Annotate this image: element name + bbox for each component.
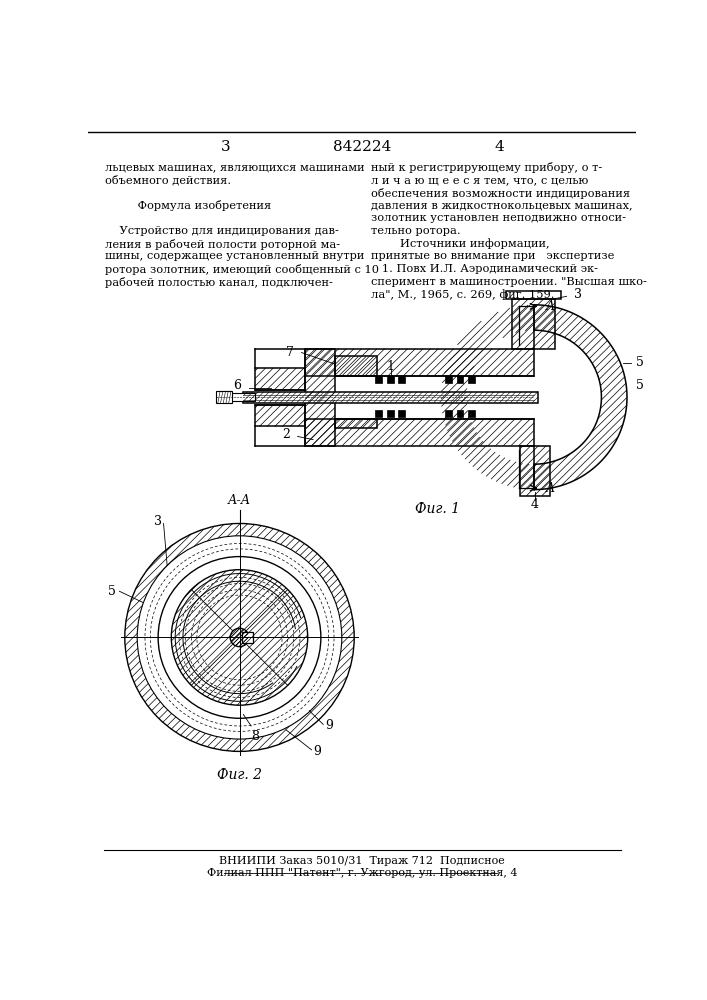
- Text: ротора золотник, имеющий сообщенный с 10: ротора золотник, имеющий сообщенный с 10: [105, 264, 380, 275]
- Text: A: A: [546, 482, 554, 495]
- Text: 4: 4: [531, 498, 539, 512]
- Text: Устройство для индицирования дав-: Устройство для индицирования дав-: [105, 226, 339, 236]
- Text: 3: 3: [221, 140, 230, 154]
- Text: л и ч а ю щ е е с я тем, что, с целью: л и ч а ю щ е е с я тем, что, с целью: [371, 175, 589, 185]
- Text: ления в рабочей полости роторной ма-: ления в рабочей полости роторной ма-: [105, 239, 341, 250]
- Text: ла", М., 1965, с. 269, фиг. 159.: ла", М., 1965, с. 269, фиг. 159.: [371, 289, 555, 300]
- Bar: [243, 392, 538, 403]
- Circle shape: [230, 628, 249, 647]
- Bar: [335, 356, 378, 376]
- Bar: [242, 632, 252, 643]
- Text: 3: 3: [154, 515, 162, 528]
- Text: 842224: 842224: [333, 140, 391, 154]
- Text: давления в жидкостнокольцевых машинах,: давления в жидкостнокольцевых машинах,: [371, 200, 633, 210]
- Text: льцевых машинах, являющихся машинами: льцевых машинах, являющихся машинами: [105, 162, 365, 172]
- Bar: [305, 349, 335, 446]
- Text: обеспечения возможности индицирования: обеспечения возможности индицирования: [371, 188, 631, 199]
- Bar: [457, 410, 464, 417]
- Bar: [375, 410, 382, 417]
- Text: 4: 4: [494, 140, 504, 154]
- Polygon shape: [534, 305, 627, 490]
- Text: рабочей полостью канал, подключен-: рабочей полостью канал, подключен-: [105, 277, 333, 288]
- Bar: [398, 376, 405, 383]
- Bar: [506, 291, 561, 299]
- Bar: [387, 376, 394, 383]
- Bar: [305, 419, 534, 446]
- Bar: [305, 349, 534, 376]
- Bar: [445, 376, 452, 383]
- Text: Фиг. 1: Фиг. 1: [414, 502, 460, 516]
- Text: 5: 5: [107, 585, 115, 598]
- Bar: [468, 376, 475, 383]
- Text: 7: 7: [286, 346, 293, 359]
- Text: Формула изобретения: Формула изобретения: [105, 200, 271, 211]
- Bar: [255, 368, 305, 389]
- Text: ВНИИПИ Заказ 5010/31  Тираж 712  Подписное: ВНИИПИ Заказ 5010/31 Тираж 712 Подписное: [219, 856, 505, 866]
- Bar: [513, 299, 555, 349]
- Text: объемного действия.: объемного действия.: [105, 175, 232, 186]
- Text: 9: 9: [325, 719, 332, 732]
- Text: 9: 9: [313, 745, 321, 758]
- Bar: [335, 419, 378, 428]
- Text: A: A: [546, 300, 554, 313]
- Bar: [255, 405, 305, 426]
- Text: 5: 5: [636, 356, 644, 369]
- Text: 2: 2: [282, 428, 290, 441]
- Text: тельно ротора.: тельно ротора.: [371, 226, 461, 236]
- Text: Источники информации,: Источники информации,: [371, 239, 550, 249]
- Bar: [445, 410, 452, 417]
- Bar: [520, 446, 549, 496]
- Text: Филиал ППП "Патент", г. Ужгород, ул. Проектная, 4: Филиал ППП "Патент", г. Ужгород, ул. Про…: [206, 868, 518, 878]
- Bar: [216, 391, 232, 403]
- Text: 3: 3: [574, 288, 583, 301]
- Bar: [375, 376, 382, 383]
- Text: шины, содержащее установленный внутри: шины, содержащее установленный внутри: [105, 251, 365, 261]
- Bar: [230, 393, 255, 401]
- Bar: [387, 410, 394, 417]
- Bar: [398, 410, 405, 417]
- Bar: [457, 376, 464, 383]
- Text: 6: 6: [233, 379, 241, 392]
- Text: 5: 5: [636, 379, 644, 392]
- Text: 1: 1: [387, 360, 395, 373]
- Text: принятые во внимание при   экспертизе: принятые во внимание при экспертизе: [371, 251, 614, 261]
- Text: Фиг. 2: Фиг. 2: [217, 768, 262, 782]
- Text: 1. Повх И.Л. Аэродинамический эк-: 1. Повх И.Л. Аэродинамический эк-: [371, 264, 598, 274]
- Text: сперимент в машиностроении. "Высшая шко-: сперимент в машиностроении. "Высшая шко-: [371, 277, 647, 287]
- Bar: [468, 410, 475, 417]
- Text: золотник установлен неподвижно относи-: золотник установлен неподвижно относи-: [371, 213, 626, 223]
- Text: 8: 8: [251, 730, 259, 743]
- Text: А-А: А-А: [228, 494, 251, 507]
- Text: ный к регистрирующему прибору, о т-: ный к регистрирующему прибору, о т-: [371, 162, 602, 173]
